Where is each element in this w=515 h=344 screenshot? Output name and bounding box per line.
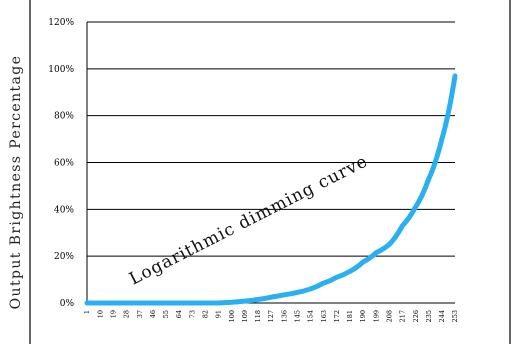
x-tick-label: 145: [293, 310, 301, 322]
x-tick-labels: 1 10 19 28 37 46 55 64 73 82 91 100 109 118 127 136 145 1…: [83, 310, 459, 322]
x-tick-label: 154: [307, 310, 315, 322]
x-tick-label: 163: [320, 310, 328, 322]
x-tick-label: 217: [399, 310, 407, 322]
x-tick-label: 190: [359, 310, 367, 322]
y-tick-label: 20%: [54, 252, 74, 262]
y-tick-label: 60%: [54, 159, 74, 169]
y-tick-label: 40%: [54, 205, 74, 215]
x-tick-label: 28: [123, 310, 131, 318]
gridlines: [87, 21, 455, 304]
x-tick-label: 136: [280, 310, 288, 322]
y-tick-label: 0%: [60, 299, 75, 309]
x-tick-label: 100: [228, 310, 236, 322]
y-tick-label: 80%: [54, 112, 74, 122]
y-tick-labels: 0% 20% 40% 60% 80% 100% 120%: [48, 18, 74, 309]
x-tick-label: 127: [267, 310, 275, 322]
x-tick-label: 208: [385, 310, 393, 322]
x-tick-label: 118: [254, 310, 262, 322]
x-tick-label: 181: [346, 310, 354, 322]
x-tick-label: 55: [162, 310, 170, 318]
y-axis-label: Output Brightness Percentage: [8, 55, 24, 310]
series-group: [84, 73, 458, 306]
x-tick-label: 73: [188, 310, 196, 318]
x-tick-label: 64: [175, 310, 183, 318]
x-tick-label: 253: [451, 310, 459, 322]
chart-frame: [29, 0, 511, 344]
curve-annotation: Logarithmic dimming curve: [126, 151, 371, 289]
x-tick-label: 10: [96, 310, 104, 318]
y-tick-label: 100%: [48, 65, 74, 75]
x-tick-label: 82: [201, 310, 209, 318]
x-tick-label: 199: [372, 310, 380, 322]
x-tick-label: 109: [241, 310, 249, 322]
x-tick-label: 172: [333, 310, 341, 322]
x-tick-label: 37: [136, 310, 144, 318]
x-tick-label: 1: [83, 310, 91, 314]
x-tick-label: 46: [149, 310, 157, 318]
x-tick-label: 91: [215, 310, 223, 318]
x-tick-label: 19: [109, 310, 117, 318]
x-tick-label: 244: [438, 310, 446, 322]
x-tick-label: 226: [412, 310, 420, 322]
x-tick-label: 235: [425, 310, 433, 322]
y-tick-label: 120%: [48, 18, 74, 28]
